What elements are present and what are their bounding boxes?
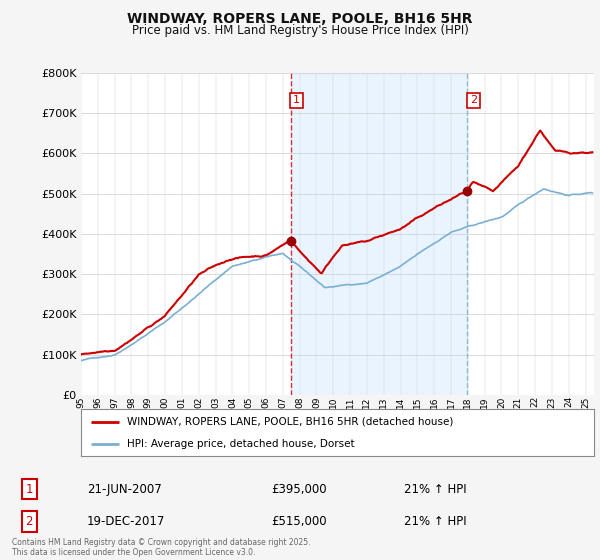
Text: £515,000: £515,000: [271, 515, 327, 528]
Bar: [291, 73, 467, 395]
Text: £395,000: £395,000: [271, 483, 327, 496]
Text: 1: 1: [26, 483, 33, 496]
Text: Contains HM Land Registry data © Crown copyright and database right 2025.
This d: Contains HM Land Registry data © Crown c…: [12, 538, 311, 557]
Text: Price paid vs. HM Land Registry's House Price Index (HPI): Price paid vs. HM Land Registry's House …: [131, 24, 469, 36]
Text: 21% ↑ HPI: 21% ↑ HPI: [404, 483, 466, 496]
Text: 2: 2: [470, 95, 477, 105]
Text: WINDWAY, ROPERS LANE, POOLE, BH16 5HR (detached house): WINDWAY, ROPERS LANE, POOLE, BH16 5HR (d…: [127, 417, 454, 427]
Text: 21-JUN-2007: 21-JUN-2007: [87, 483, 161, 496]
Text: 1: 1: [293, 95, 300, 105]
Text: 2: 2: [26, 515, 33, 528]
Text: 19-DEC-2017: 19-DEC-2017: [87, 515, 165, 528]
Text: HPI: Average price, detached house, Dorset: HPI: Average price, detached house, Dors…: [127, 438, 355, 449]
Text: WINDWAY, ROPERS LANE, POOLE, BH16 5HR: WINDWAY, ROPERS LANE, POOLE, BH16 5HR: [127, 12, 473, 26]
Text: 21% ↑ HPI: 21% ↑ HPI: [404, 515, 466, 528]
